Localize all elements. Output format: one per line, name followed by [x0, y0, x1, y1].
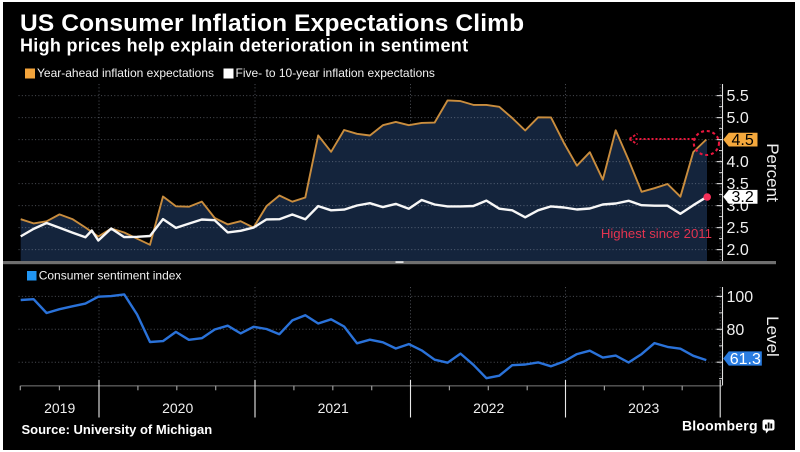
svg-text:2.5: 2.5: [727, 220, 749, 237]
svg-text:3.2: 3.2: [732, 189, 754, 206]
svg-text:Five- to 10-year inflation exp: Five- to 10-year inflation expectations: [236, 66, 435, 80]
svg-text:Highest since 2011: Highest since 2011: [601, 226, 712, 241]
svg-text:Consumer sentiment index: Consumer sentiment index: [39, 269, 182, 283]
svg-text:4.0: 4.0: [727, 154, 749, 171]
svg-text:2023: 2023: [628, 400, 659, 416]
svg-text:2020: 2020: [162, 400, 193, 416]
svg-text:2.0: 2.0: [727, 242, 749, 259]
svg-text:Percent: Percent: [763, 143, 782, 202]
svg-text:2022: 2022: [473, 400, 504, 416]
svg-text:61.3: 61.3: [730, 351, 761, 368]
svg-text:US Consumer Inflation Expectat: US Consumer Inflation Expectations Climb: [20, 10, 524, 37]
svg-text:Year-ahead inflation expectati: Year-ahead inflation expectations: [37, 66, 214, 80]
svg-text:100: 100: [727, 289, 754, 306]
svg-text:Level: Level: [763, 316, 782, 357]
svg-text:4.5: 4.5: [732, 132, 754, 149]
svg-text:Bloomberg: Bloomberg: [682, 418, 758, 434]
svg-text:80: 80: [727, 322, 745, 339]
svg-text:Source: University of Michigan: Source: University of Michigan: [22, 422, 213, 437]
svg-text:5.5: 5.5: [727, 88, 749, 105]
svg-text:5.0: 5.0: [727, 110, 749, 127]
svg-text:High prices help explain deter: High prices help explain deterioration i…: [20, 36, 468, 56]
svg-text:3.5: 3.5: [727, 176, 749, 193]
svg-text:2019: 2019: [44, 400, 75, 416]
svg-text:2021: 2021: [318, 400, 349, 416]
